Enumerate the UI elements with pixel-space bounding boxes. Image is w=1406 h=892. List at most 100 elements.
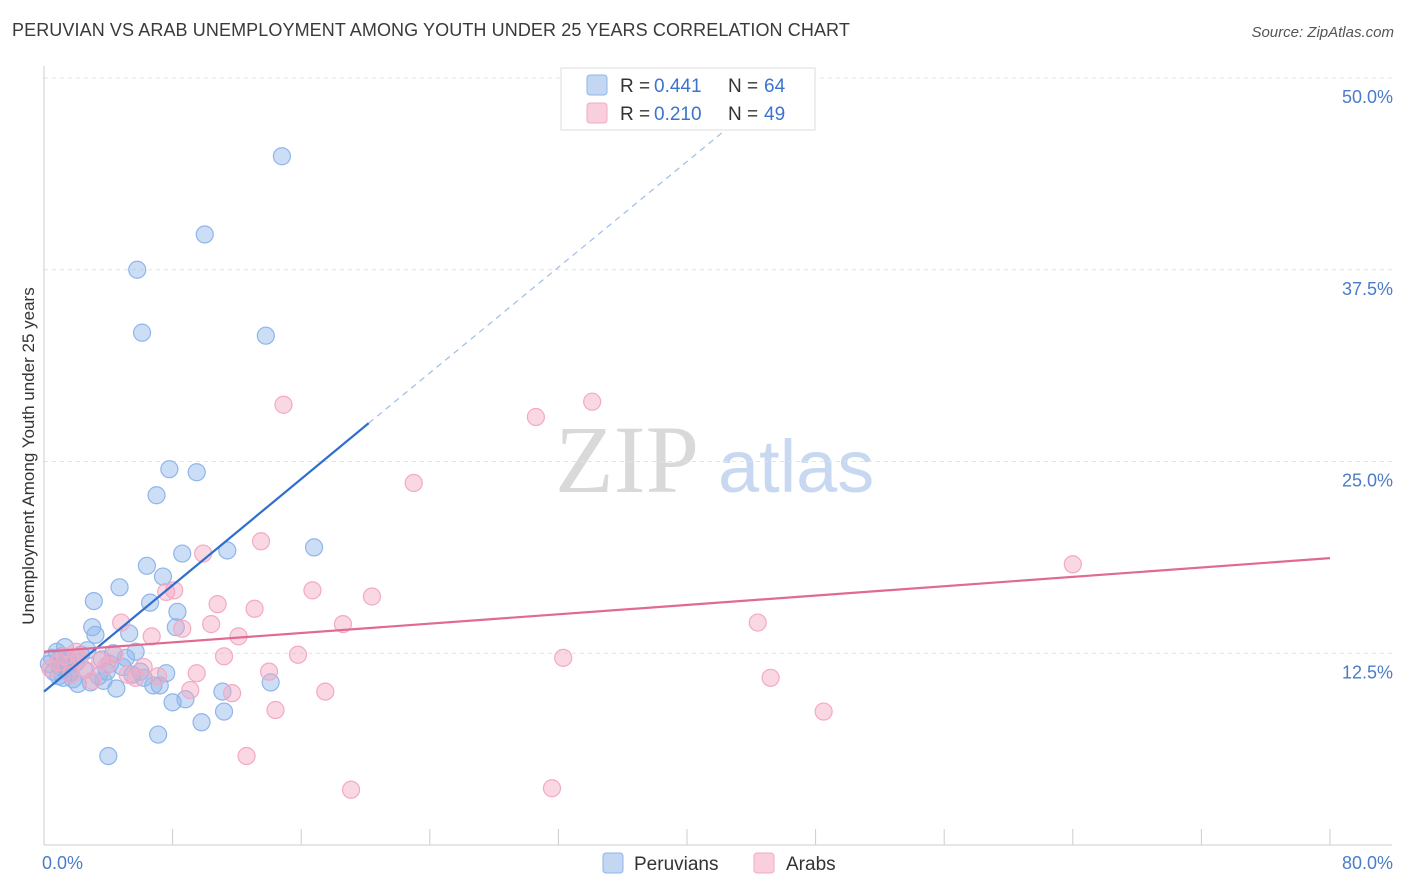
series-arabs-points [41, 392, 1082, 799]
trend-line-peruvians-extension [368, 108, 752, 424]
point-peruvians-63 [84, 591, 103, 611]
point-peruvians-49 [192, 713, 211, 732]
y-tick-label-2: 37.5% [1342, 279, 1393, 299]
legend-swatch-peruvians [586, 74, 608, 96]
y-tick-label-1: 25.0% [1342, 471, 1393, 491]
point-arabs-28 [245, 599, 264, 618]
point-arabs-37 [341, 780, 361, 799]
point-arabs-40 [526, 407, 545, 427]
point-peruvians-40 [153, 567, 173, 586]
legend-n-peruvians: 64 [764, 76, 786, 97]
y-tick-labels: 12.5% 25.0% 37.5% 50.0% [1342, 87, 1393, 682]
watermark-zip: ZIP [555, 406, 699, 513]
point-arabs-27 [237, 746, 256, 766]
point-arabs-32 [274, 395, 293, 414]
bottom-legend: Peruvians Arabs [602, 852, 836, 875]
point-arabs-13 [134, 657, 153, 677]
bottom-legend-swatch-peruvians [602, 852, 624, 874]
point-peruvians-32 [126, 642, 145, 661]
point-peruvians-56 [272, 147, 292, 166]
point-arabs-18 [173, 619, 192, 638]
point-arabs-36 [333, 615, 353, 634]
bottom-legend-swatch-arabs [753, 852, 775, 874]
point-arabs-25 [222, 684, 242, 703]
point-arabs-6 [83, 671, 102, 690]
point-arabs-30 [259, 662, 279, 681]
legend-r-label: R = [620, 76, 650, 97]
x-tick-label-1: 80.0% [1342, 853, 1393, 873]
point-peruvians-37 [144, 676, 163, 695]
point-arabs-39 [404, 473, 423, 493]
point-arabs-22 [202, 615, 221, 634]
point-peruvians-47 [176, 690, 195, 709]
point-peruvians-46 [173, 544, 192, 563]
legend: R = 0.441 N = 64 R = 0.210 N = 49 [560, 67, 816, 131]
point-arabs-46 [814, 702, 833, 721]
point-peruvians-57 [304, 538, 324, 557]
chart-title: PERUVIAN VS ARAB UNEMPLOYMENT AMONG YOUT… [12, 20, 850, 40]
y-axis-title: Unemployment Among Youth under 25 years [19, 287, 38, 624]
point-peruvians-53 [218, 541, 237, 560]
legend-r-arabs: 0.210 [654, 104, 702, 125]
point-peruvians-44 [166, 618, 185, 637]
point-arabs-43 [583, 392, 602, 411]
point-peruvians-54 [256, 326, 275, 345]
point-arabs-35 [316, 682, 335, 701]
point-peruvians-61 [149, 725, 168, 744]
point-peruvians-19 [86, 625, 105, 644]
point-arabs-20 [187, 664, 206, 683]
trend-line-peruvians [43, 422, 370, 693]
legend-r-label: R = [620, 104, 650, 125]
point-peruvians-35 [137, 556, 156, 575]
point-peruvians-27 [110, 578, 129, 597]
point-arabs-10 [112, 613, 131, 632]
point-arabs-19 [181, 680, 200, 700]
legend-r-peruvians: 0.441 [654, 76, 702, 97]
point-arabs-23 [208, 595, 227, 614]
x-tick-labels: 0.0% 80.0% [42, 853, 1393, 873]
source-label: Source: ZipAtlas.com [1251, 24, 1394, 41]
point-arabs-31 [266, 700, 285, 720]
point-arabs-45 [761, 668, 780, 687]
point-peruvians-60 [99, 746, 118, 766]
legend-n-arabs: 49 [764, 104, 785, 125]
point-arabs-15 [149, 667, 168, 686]
trend-line-arabs [43, 557, 1331, 653]
point-arabs-24 [214, 647, 234, 666]
point-arabs-41 [542, 779, 562, 798]
point-peruvians-59 [132, 323, 152, 342]
bottom-legend-arabs: Arabs [786, 854, 836, 875]
legend-swatch-arabs [586, 102, 608, 124]
point-arabs-9 [105, 645, 124, 664]
point-arabs-34 [303, 581, 322, 600]
trend-lines [43, 108, 1331, 693]
point-arabs-47 [1063, 555, 1082, 574]
x-tick-label-0: 0.0% [42, 853, 83, 873]
y-tick-label-0: 12.5% [1342, 662, 1393, 682]
point-arabs-14 [142, 627, 161, 646]
point-peruvians-50 [195, 225, 214, 244]
point-arabs-2 [55, 647, 74, 666]
point-peruvians-58 [128, 260, 147, 279]
grid-lines [44, 77, 1392, 654]
point-arabs-42 [554, 648, 573, 667]
y-tick-label-3: 50.0% [1342, 87, 1393, 107]
axes [43, 66, 1392, 846]
watermark-atlas: atlas [718, 425, 874, 508]
point-arabs-48 [67, 642, 86, 661]
point-arabs-29 [251, 532, 271, 551]
legend-n-label: N = [728, 104, 758, 125]
point-peruvians-48 [187, 463, 206, 482]
point-arabs-38 [362, 587, 382, 606]
point-peruvians-42 [160, 460, 179, 479]
point-arabs-5 [76, 661, 95, 680]
point-peruvians-52 [214, 702, 234, 721]
point-arabs-33 [288, 645, 308, 664]
point-peruvians-45 [168, 602, 187, 621]
point-arabs-44 [748, 613, 767, 632]
bottom-legend-peruvians: Peruvians [634, 854, 719, 875]
legend-n-label: N = [728, 76, 758, 97]
point-peruvians-26 [107, 679, 126, 698]
point-peruvians-38 [147, 486, 166, 505]
